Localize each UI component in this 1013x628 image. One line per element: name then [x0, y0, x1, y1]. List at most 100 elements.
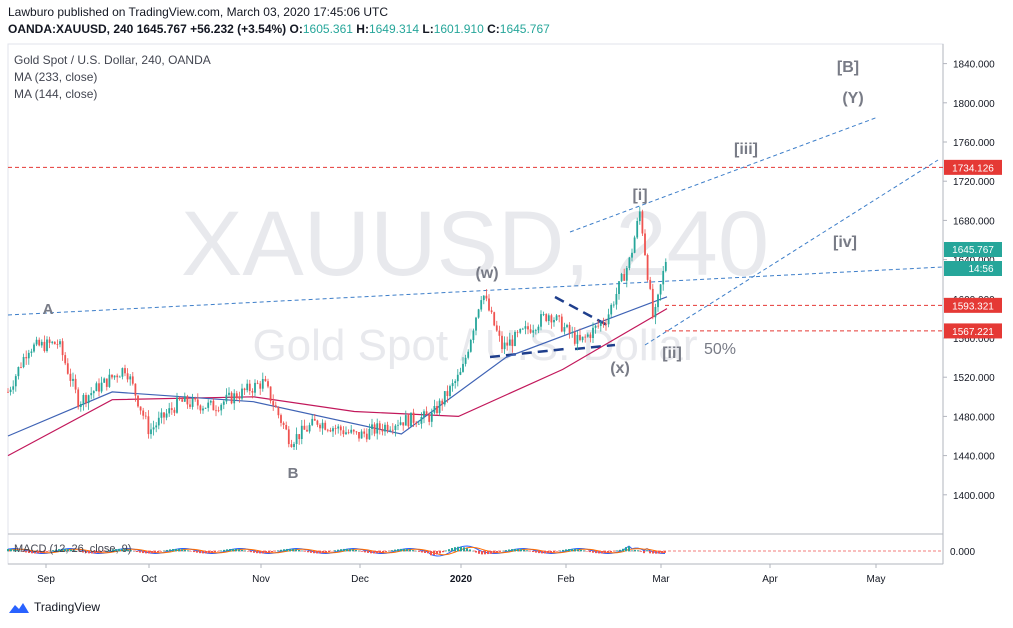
macd-hist-bar [226, 549, 228, 552]
candle-body [657, 294, 659, 308]
candle-body [404, 415, 407, 426]
macd-hist-bar [562, 549, 564, 552]
candle-body [332, 428, 334, 432]
candle-body [586, 334, 589, 337]
candle-body [584, 336, 587, 338]
candle-body [324, 422, 327, 430]
l-value: 1601.910 [433, 22, 484, 36]
x-tick-label: 2020 [450, 574, 473, 585]
macd-hist-bar [40, 551, 42, 553]
macd-hist-bar [658, 551, 660, 554]
horizontal-levels[interactable]: 1734.126 1593.321 1567.221 [8, 159, 1002, 339]
candle-body [511, 339, 514, 346]
c-value: 1645.767 [499, 22, 550, 36]
candle-body [295, 434, 298, 444]
wave-label-y: (Y) [842, 90, 863, 107]
candle-body [9, 389, 12, 392]
macd-hist-bar [55, 549, 57, 552]
candle-body [30, 351, 33, 353]
candle-body [228, 392, 230, 395]
candle-body [350, 429, 353, 433]
candle-body [371, 424, 373, 429]
macd-hist-bar [478, 551, 480, 554]
macd-hist-bar [628, 546, 630, 552]
macd-hist-bar [217, 551, 219, 552]
macd-hist-bar [289, 548, 291, 552]
candle-body [628, 257, 631, 268]
macd-hist-bar [409, 549, 411, 552]
candle-body [126, 373, 129, 380]
trendline-a[interactable] [7, 266, 944, 316]
macd-hist-bar [652, 551, 654, 554]
macd-hist-bar [469, 549, 471, 552]
candle-body [209, 400, 212, 403]
candle-body [638, 211, 641, 222]
candle-body [285, 425, 288, 430]
candle-body [430, 412, 433, 422]
candle-body [204, 407, 207, 409]
macd-hist-bar [256, 551, 258, 554]
legend-ma-233[interactable]: MA (233, close) [14, 70, 98, 84]
x-tick-label: Feb [557, 574, 575, 585]
macd-hist-bar [352, 549, 354, 552]
candle-body [529, 329, 532, 333]
triangle-lower-2[interactable] [574, 343, 616, 351]
candle-body [566, 324, 568, 328]
candle-body [573, 332, 576, 344]
macd-hist-bar [295, 549, 297, 552]
trendline-lower[interactable] [644, 159, 939, 346]
macd-hist-bar [556, 551, 558, 552]
candle-body [485, 295, 488, 299]
candle-body [241, 388, 243, 399]
macd-hist-bar [67, 549, 69, 552]
macd-hist-bar [559, 550, 561, 552]
x-axis-ticks: Sep Oct Nov Dec 2020 Feb Mar Apr May [37, 564, 885, 585]
candle-body [103, 378, 106, 383]
tradingview-brand[interactable]: TradingView [8, 600, 100, 614]
candle-body [53, 341, 56, 345]
candle-body [662, 270, 665, 285]
candle-body [51, 341, 54, 343]
legend-macd[interactable]: MACD (12, 26, close, 9) [14, 543, 132, 555]
macd-hist-bar [187, 550, 189, 552]
macd-hist-bar [313, 551, 315, 554]
candle-body [217, 410, 220, 412]
macd-hist-bar [22, 551, 24, 552]
macd-hist-bar [457, 546, 459, 552]
candle-body [568, 324, 571, 334]
trendline-upper[interactable] [569, 116, 879, 233]
candle-body [64, 355, 67, 364]
triangle-lower[interactable] [489, 347, 566, 359]
macd-signal-line [7, 546, 666, 556]
candle-body [607, 314, 610, 325]
macd-hist-bar [196, 551, 198, 553]
x-tick-label: Nov [252, 574, 270, 585]
candle-body [17, 367, 20, 377]
macd-hist-bar [163, 550, 165, 552]
macd-hist-bar [604, 551, 606, 554]
candle-body [659, 284, 662, 295]
macd-hist-bar [616, 550, 618, 552]
macd-hist-bar [463, 547, 465, 552]
candle-body [337, 426, 340, 429]
candle-body [339, 426, 342, 431]
l-label: L: [422, 22, 434, 36]
candle-body [355, 431, 358, 433]
legend-ma-144[interactable]: MA (144, close) [14, 87, 98, 101]
candle-body [98, 383, 100, 392]
candle-body [59, 341, 61, 345]
macd-hist-bar [592, 551, 594, 553]
candle-body [134, 383, 137, 396]
macd-hist-bar [328, 551, 330, 552]
fib-50-label: 50% [704, 341, 736, 358]
candle-body [347, 432, 350, 434]
author-name[interactable]: Lawburo [8, 5, 55, 19]
macd-hist-bar [253, 551, 255, 553]
macd-hist-bar [85, 551, 87, 554]
candle-body [220, 404, 223, 411]
macd-hist-bar [385, 551, 387, 552]
macd-hist-bar [19, 550, 21, 552]
candle-body [488, 298, 490, 311]
macd-hist-bar [58, 549, 60, 552]
